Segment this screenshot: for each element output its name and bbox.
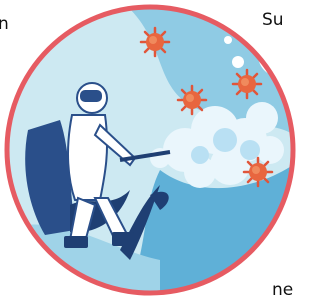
illustration	[0, 0, 296, 304]
text-fragment: Su	[262, 10, 284, 30]
text-fragment: n	[0, 14, 9, 34]
scene	[0, 0, 296, 304]
page: n Su ne (() => { const data = JSON.parse…	[0, 0, 296, 304]
text-fragment: ne	[272, 280, 293, 300]
